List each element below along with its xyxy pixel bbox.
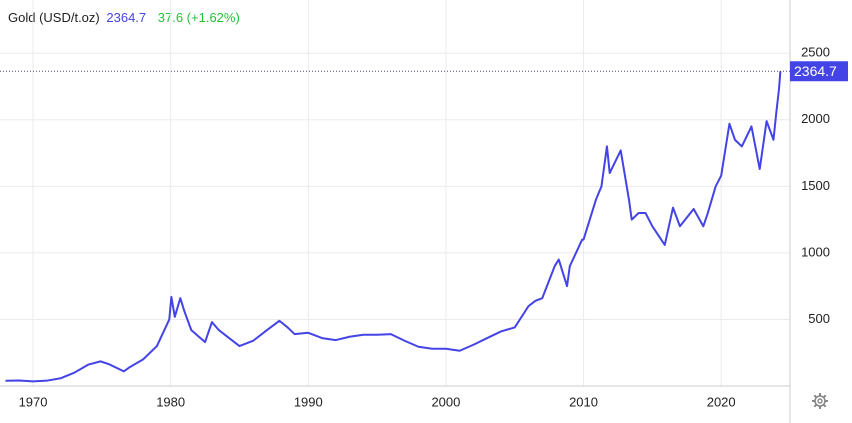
price-change: 37.6 (+1.62%) bbox=[158, 10, 240, 25]
y-tick-label: 2000 bbox=[801, 111, 830, 126]
gear-ring bbox=[814, 395, 826, 407]
chart-title: Gold (USD/t.oz) bbox=[8, 10, 100, 25]
y-tick-label: 1500 bbox=[801, 178, 830, 193]
gear-teeth bbox=[812, 393, 828, 409]
last-value-badge bbox=[790, 61, 848, 82]
y-tick-label: 2500 bbox=[801, 45, 830, 60]
y-tick-label: 500 bbox=[808, 311, 830, 326]
x-tick-label: 2010 bbox=[569, 394, 598, 409]
last-price: 2364.7 bbox=[106, 10, 146, 25]
y-tick-label: 1000 bbox=[801, 244, 830, 259]
x-tick-label: 1970 bbox=[19, 394, 48, 409]
x-tick-label: 2000 bbox=[431, 394, 460, 409]
header: Gold (USD/t.oz) 2364.7 37.6 (+1.62%) bbox=[8, 10, 240, 25]
settings-icon[interactable] bbox=[812, 393, 828, 409]
x-tick-label: 1990 bbox=[294, 394, 323, 409]
x-tick-label: 2020 bbox=[707, 394, 736, 409]
x-tick-label: 1980 bbox=[156, 394, 185, 409]
gear-hub bbox=[817, 398, 823, 404]
price-line bbox=[5, 71, 782, 383]
last-value-label: 2364.7 bbox=[794, 63, 837, 79]
